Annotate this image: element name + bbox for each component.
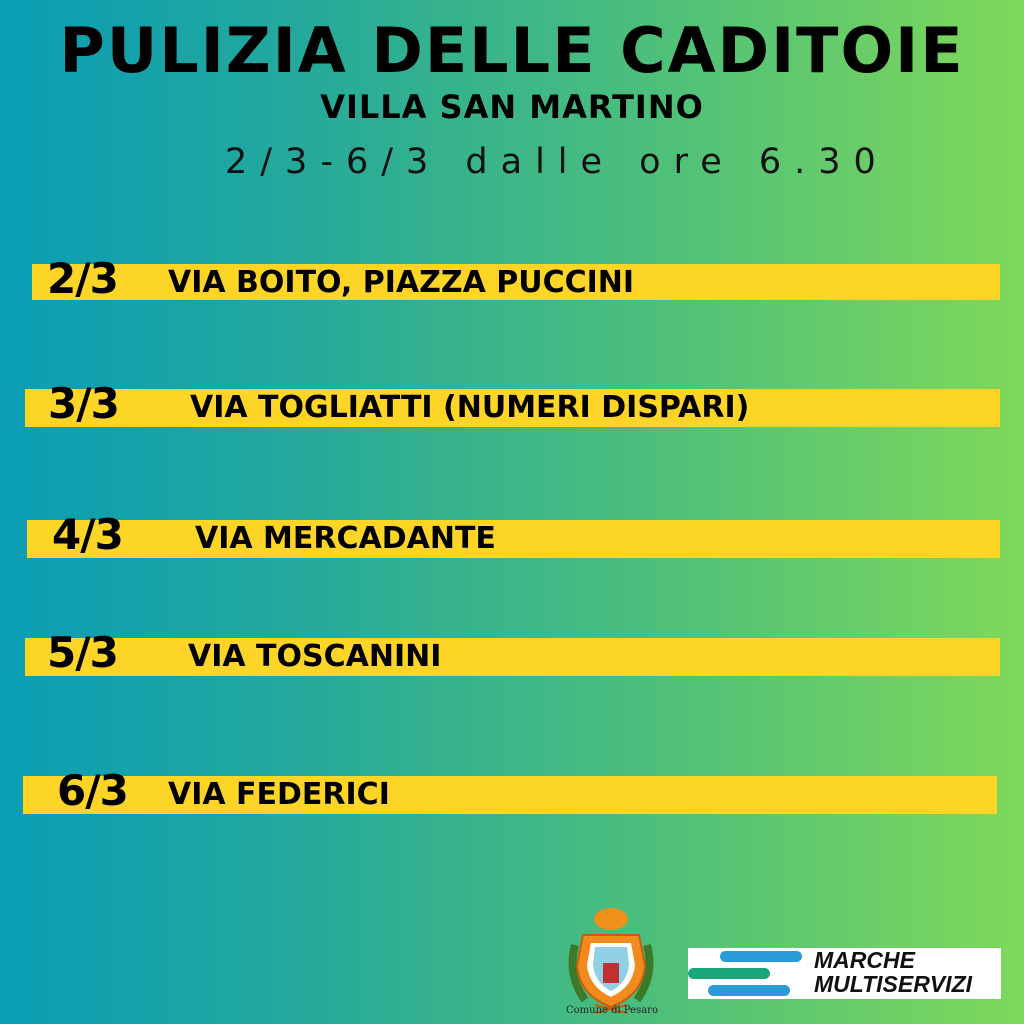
schedule-row: 3/3 VIA TOGLIATTI (NUMERI DISPARI) xyxy=(25,379,1000,428)
schedule-row: 5/3 VIA TOSCANINI xyxy=(25,628,1000,677)
marche-multiservizi-logo: MARCHE MULTISERVIZI xyxy=(688,948,1001,999)
schedule-date: 2/3 xyxy=(47,254,119,303)
schedule-row: 4/3 VIA MERCADANTE xyxy=(27,510,1000,559)
schedule-row: 6/3 VIA FEDERICI xyxy=(23,766,997,815)
schedule-street: VIA FEDERICI xyxy=(168,777,390,812)
schedule-street: VIA BOITO, PIAZZA PUCCINI xyxy=(168,265,635,300)
schedule-date: 6/3 xyxy=(57,766,129,815)
schedule-street: VIA MERCADANTE xyxy=(195,521,496,556)
logo-line-1: MARCHE xyxy=(814,947,915,973)
page-subtitle: VILLA SAN MARTINO xyxy=(320,88,704,126)
schedule-row: 2/3 VIA BOITO, PIAZZA PUCCINI xyxy=(32,254,1000,303)
schedule-date: 4/3 xyxy=(52,510,124,559)
logo-line-2: MULTISERVIZI xyxy=(814,971,973,997)
schedule-street: VIA TOGLIATTI (NUMERI DISPARI) xyxy=(190,390,750,425)
schedule-street: VIA TOSCANINI xyxy=(188,639,442,674)
crest-label: Comune di Pesaro xyxy=(565,1005,658,1016)
date-range: 2/3-6/3 dalle ore 6.30 xyxy=(225,142,889,182)
schedule-date: 5/3 xyxy=(47,628,119,677)
page-title: PULIZIA DELLE CADITOIE xyxy=(59,14,965,87)
comune-di-pesaro-crest-icon xyxy=(568,908,654,1014)
schedule-date: 3/3 xyxy=(48,379,120,428)
